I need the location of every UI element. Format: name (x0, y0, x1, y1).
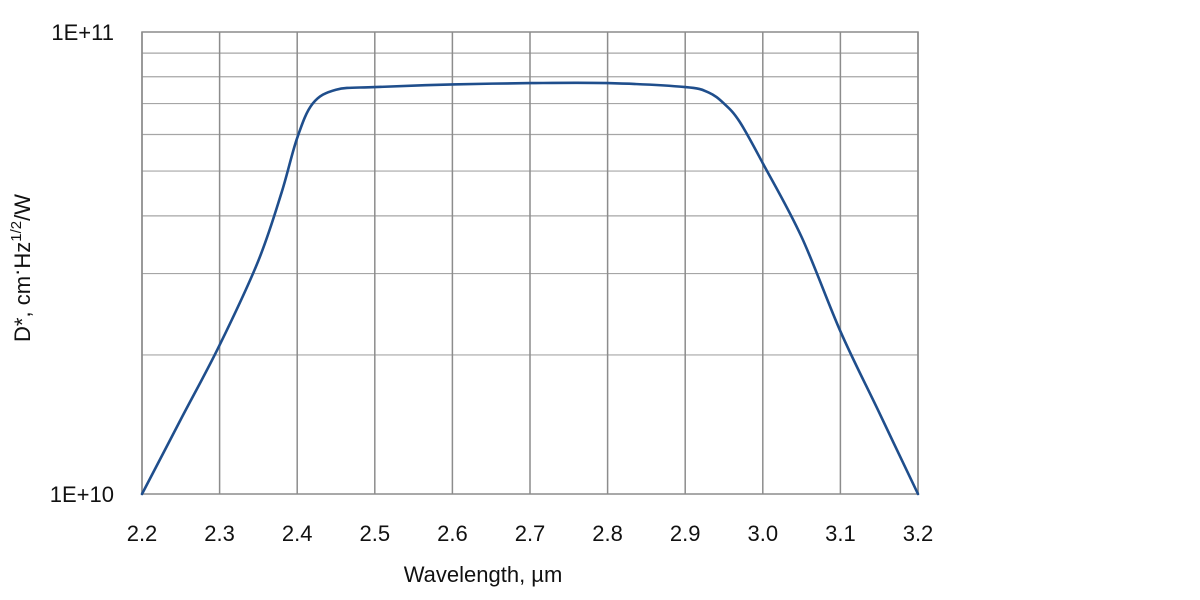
x-tick-labels: 2.2 2.3 2.4 2.5 2.6 2.7 2.8 2.9 3.0 3.1 3.2 (127, 521, 934, 546)
y-axis-title: D*, cm·Hz1/2/W (4, 194, 35, 342)
x-tick-label: 2.5 (360, 521, 391, 546)
x-tick-label: 2.6 (437, 521, 468, 546)
series-line-detectivity (140, 81, 920, 496)
grid (141, 32, 919, 494)
y-axis-title-hz: Hz (10, 242, 35, 269)
plot-frame (141, 31, 919, 495)
x-tick-label: 3.2 (903, 521, 934, 546)
x-tick-label: 3.0 (748, 521, 779, 546)
x-tick-label: 2.2 (127, 521, 158, 546)
y-tick-labels: 1E+10 1E+11 (50, 20, 114, 507)
x-tick-label: 2.7 (515, 521, 546, 546)
x-tick-label: 2.3 (204, 521, 235, 546)
y-axis-title-dot: · (4, 269, 29, 276)
x-tick-label: 2.8 (592, 521, 623, 546)
x-axis-title: Wavelength, µm (404, 562, 563, 587)
y-axis-title-suffix: /W (10, 194, 35, 221)
y-axis-title-superscript: 1/2 (8, 221, 25, 242)
x-tick-label: 2.9 (670, 521, 701, 546)
x-tick-label: 2.4 (282, 521, 313, 546)
y-tick-label: 1E+10 (50, 482, 114, 507)
x-tick-label: 3.1 (825, 521, 856, 546)
y-axis-title-prefix: D*, cm (10, 276, 35, 342)
y-tick-label: 1E+11 (51, 20, 114, 45)
